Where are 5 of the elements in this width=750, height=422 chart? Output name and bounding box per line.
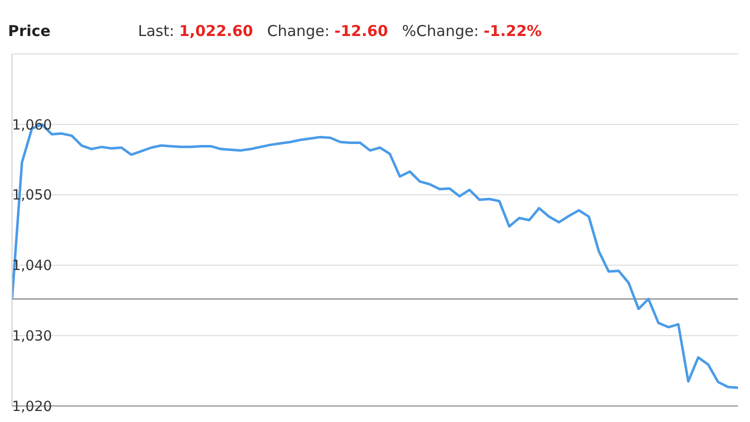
chart-title: Price — [8, 22, 52, 40]
text: Last: 1,022.60 — [138, 22, 254, 40]
text: Change: -12.60 — [267, 22, 388, 40]
text: %Change: -1.22% — [402, 22, 542, 40]
y-tick-label: 1,030 — [12, 328, 52, 344]
